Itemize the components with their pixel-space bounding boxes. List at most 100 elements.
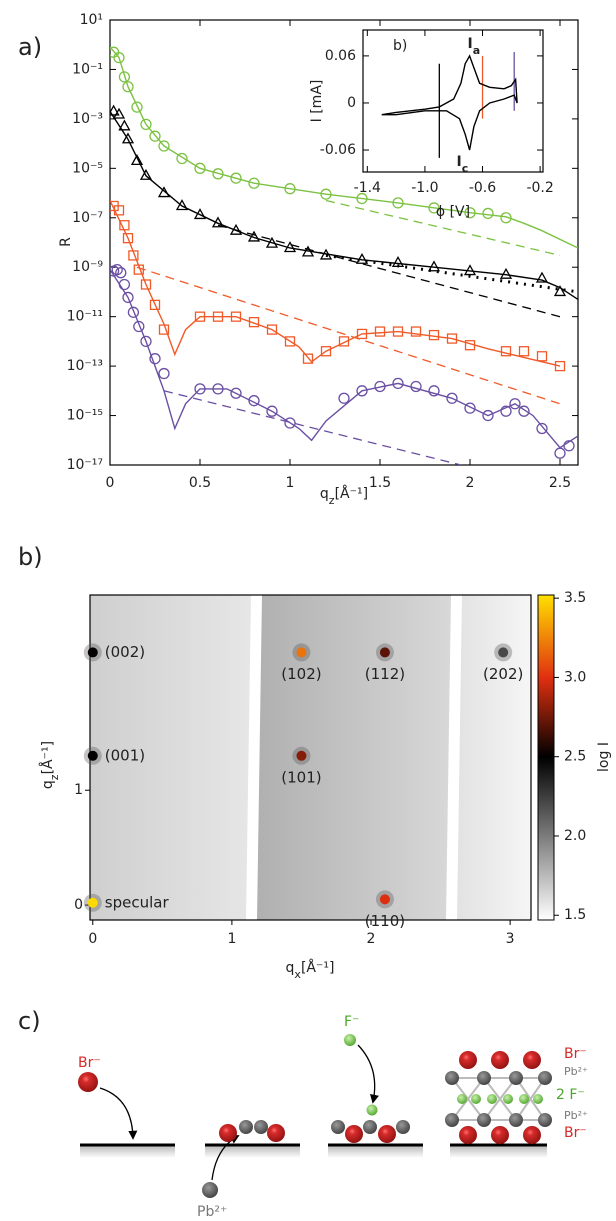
y-axis-label-part: z (48, 774, 61, 780)
ion-label: Br⁻ (78, 1055, 101, 1071)
peak-label: (002) (105, 643, 145, 661)
marker (536, 351, 548, 362)
x-axis-label-part: q (286, 960, 295, 976)
dashed-line (217, 224, 561, 318)
marker (356, 328, 368, 340)
colorbar-tick-label: 2.5 (564, 749, 586, 765)
colorbar-tick-label: 3.0 (564, 669, 586, 685)
ion-label: Pb²⁺ (564, 1109, 588, 1122)
fit-line (110, 269, 578, 449)
peak (379, 647, 390, 658)
x-tick-label: 1.5 (369, 475, 391, 491)
x-axis-label-part: x (294, 968, 301, 981)
marker (499, 267, 513, 279)
y-axis-label-part: q (40, 780, 56, 789)
marker (355, 252, 369, 264)
y-tick-label: 10¹ (80, 12, 103, 28)
diagram: c) Br⁻ Pb²⁺ F⁻ Br⁻ Pb²⁺ 2 F⁻ Pb²⁺ Br⁻ (18, 1007, 588, 1220)
marker (130, 154, 144, 166)
marker (149, 353, 161, 365)
marker (464, 340, 476, 351)
x-axis-label-part: [Å⁻¹] (301, 959, 335, 976)
plot-frame (109, 19, 579, 466)
marker (176, 152, 188, 165)
marker (127, 306, 140, 318)
y-axis-label: qz[Å⁻¹] (39, 741, 61, 789)
y-tick-label: 0 (74, 897, 83, 913)
x-tick-label: 3 (506, 931, 515, 947)
marker (518, 346, 530, 357)
marker (230, 387, 242, 399)
annotation-part: I (468, 36, 473, 52)
y-tick-label: 10⁻³ (72, 111, 103, 127)
marker (157, 186, 171, 198)
marker (563, 440, 575, 452)
panel-label: b) (18, 543, 43, 571)
marker (356, 192, 368, 205)
marker (428, 385, 440, 397)
marker (248, 395, 260, 407)
marker (320, 188, 332, 200)
colorbar-label: log I (596, 742, 612, 772)
y-tick-label: 10⁻¹⁵ (67, 408, 103, 424)
panel-label: c) (18, 1007, 41, 1035)
y-tick-label: 10⁻¹³ (67, 358, 103, 374)
marker (122, 291, 134, 304)
x-tick-label: 1 (227, 931, 236, 947)
marker (247, 230, 261, 242)
marker (133, 264, 144, 275)
marker (265, 236, 279, 248)
marker (374, 380, 386, 393)
marker (392, 326, 404, 337)
x-axis-label: ϕ [V] (436, 204, 470, 220)
x-tick-label: -1.0 (411, 180, 438, 196)
x-tick-label: 0 (106, 475, 115, 491)
marker (500, 405, 512, 417)
marker (266, 405, 278, 417)
marker (428, 329, 440, 341)
panel-label: a) (18, 33, 42, 61)
marker (500, 212, 512, 224)
marker (284, 336, 296, 347)
panel-label: b) (393, 38, 407, 54)
marker (194, 383, 206, 395)
marker (301, 245, 315, 257)
peak-label: (110) (365, 912, 405, 930)
marker (338, 392, 350, 404)
ion-label: 2 F⁻ (556, 1087, 585, 1103)
x-tick-label: -0.6 (469, 180, 496, 196)
marker (464, 207, 476, 219)
x-axis-label: qx[Å⁻¹] (286, 959, 335, 981)
marker (139, 168, 153, 180)
marker (118, 278, 131, 291)
ion-label: F⁻ (344, 1014, 359, 1030)
marker (518, 405, 530, 417)
marker (158, 367, 170, 380)
marker (112, 107, 126, 119)
marker (122, 232, 134, 244)
marker (212, 383, 224, 395)
y-tick-label: -0.06 (320, 142, 356, 158)
y-tick-label: 0.06 (325, 48, 356, 64)
y-tick-label: 10⁻⁹ (72, 259, 103, 275)
marker (553, 285, 567, 297)
ion-label: Br⁻ (564, 1046, 587, 1062)
y-tick-label: 10⁻¹ (72, 61, 103, 77)
marker (128, 250, 139, 261)
annotation: Ic (456, 154, 468, 175)
peak-label: (102) (281, 665, 321, 683)
marker (131, 101, 143, 113)
marker (193, 208, 207, 220)
annotation-part: a (473, 44, 480, 57)
marker (410, 380, 422, 393)
marker (229, 223, 243, 235)
fit-line (110, 111, 578, 300)
marker (536, 422, 548, 435)
annotation: Ia (468, 36, 481, 57)
x-axis-label-part: q (320, 486, 329, 502)
fit-line (110, 46, 578, 249)
substrates (80, 1143, 547, 1158)
marker (230, 172, 242, 184)
